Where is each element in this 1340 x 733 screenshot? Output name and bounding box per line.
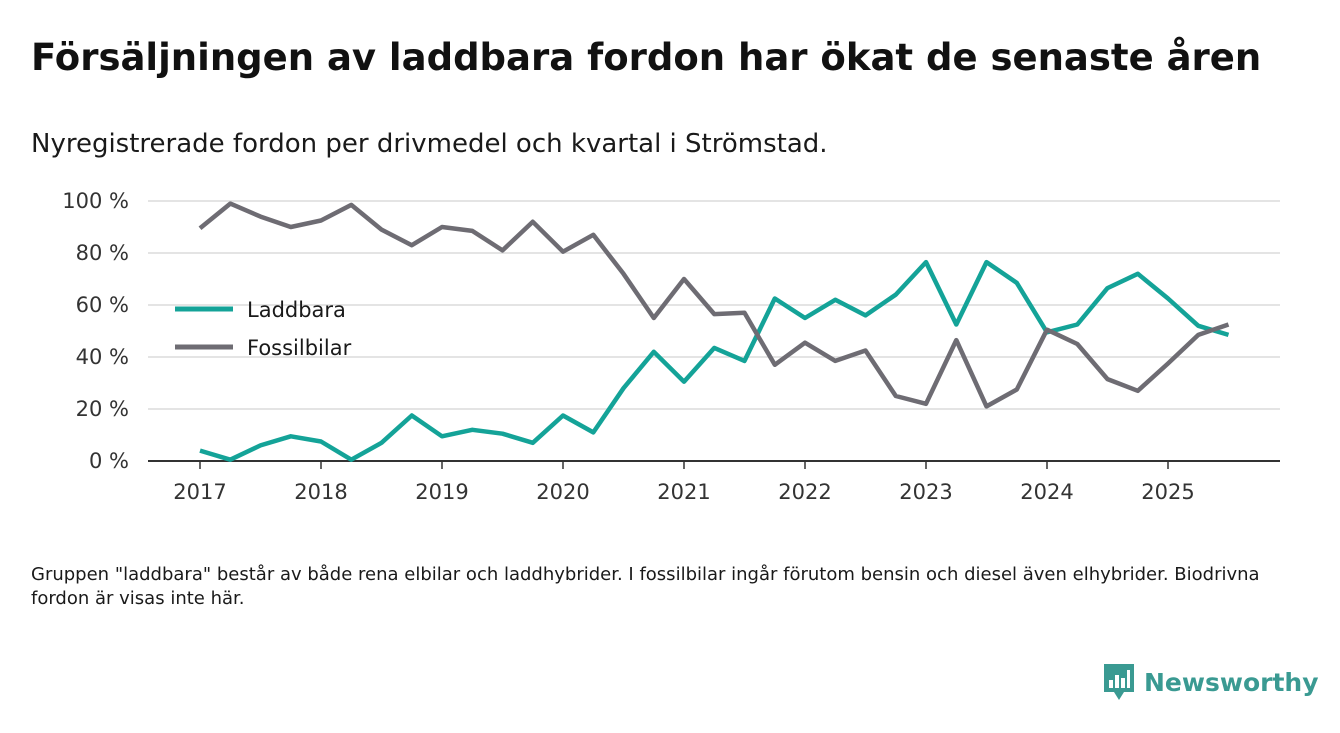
x-tick-label: 2021 (657, 480, 710, 504)
x-axis: 2017 2018 2019 2020 2021 2022 2023 2024 2025 (148, 460, 1280, 504)
y-tick-label: 100 % (62, 189, 129, 213)
x-tick-label: 2022 (778, 480, 831, 504)
newsworthy-logo-icon (1104, 664, 1134, 700)
y-tick-label: 0 % (89, 449, 129, 473)
y-axis: 0 % 20 % 40 % 60 % 80 % 100 % (62, 189, 129, 473)
footnote: Gruppen "laddbara" består av både rena e… (31, 564, 1260, 609)
chart-subtitle: Nyregistrerade fordon per drivmedel och … (31, 129, 828, 159)
series-line-laddbara (199, 259, 1230, 462)
legend: Laddbara Fossilbilar (175, 298, 352, 360)
brand-name: Newsworthy (1144, 667, 1319, 697)
series-lines (198, 201, 1230, 462)
x-tick-label: 2024 (1020, 480, 1073, 504)
chart-title: Försäljningen av laddbara fordon har öka… (31, 36, 1262, 79)
y-tick-label: 40 % (76, 345, 129, 369)
x-tick-label: 2025 (1141, 480, 1194, 504)
legend-label-laddbara: Laddbara (247, 298, 346, 322)
y-tick-label: 60 % (76, 293, 129, 317)
y-tick-label: 20 % (76, 397, 129, 421)
brand-logo[interactable]: Newsworthy (1102, 662, 1319, 702)
x-tick-label: 2023 (899, 480, 952, 504)
y-tick-label: 80 % (76, 241, 129, 265)
x-tick-label: 2020 (536, 480, 589, 504)
series-line-fossilbilar (198, 201, 1230, 409)
legend-label-fossilbilar: Fossilbilar (247, 336, 352, 360)
x-tick-label: 2019 (415, 480, 468, 504)
x-tick-label: 2017 (173, 480, 226, 504)
x-tick-label: 2018 (294, 480, 347, 504)
line-chart: 0 % 20 % 40 % 60 % 80 % 100 % 2017 2018 2019 202… (62, 189, 1280, 504)
